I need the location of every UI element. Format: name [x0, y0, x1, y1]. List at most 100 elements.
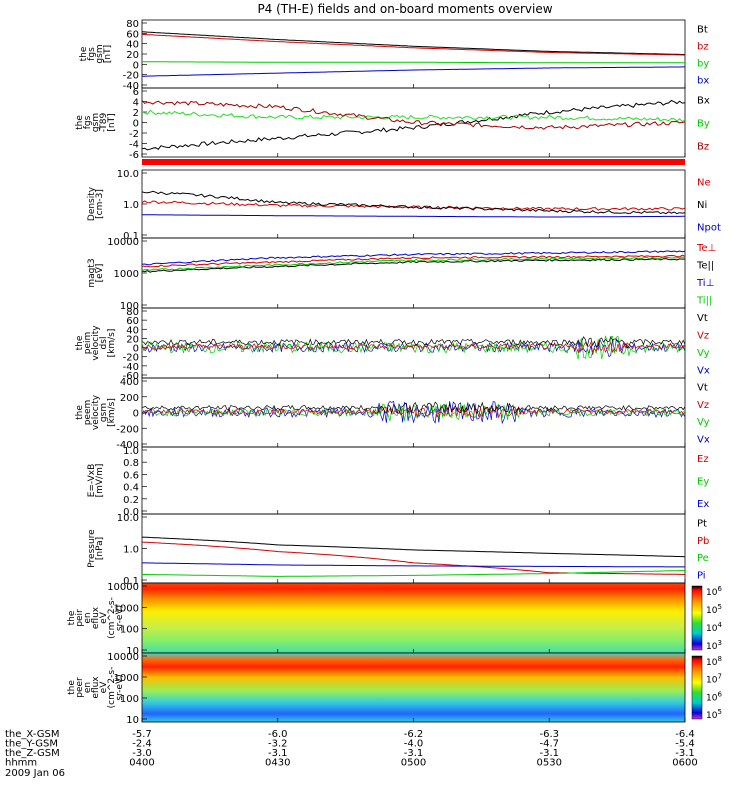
- ytick-label: 0.2: [123, 495, 139, 506]
- ytick-label: 0.0: [123, 507, 139, 518]
- velocity-black: [141, 401, 686, 415]
- ylabel-line: (cm^2-s-: [107, 597, 117, 639]
- ylabel-line: the: [67, 680, 77, 695]
- ylabel-line: fgs: [87, 47, 97, 61]
- ytick-label: 100: [120, 694, 139, 705]
- ylabel-line: gsm: [95, 44, 105, 63]
- footer-value: -3.0: [132, 748, 152, 759]
- ylabel-line: [eV]: [95, 264, 105, 283]
- footer-label: the_Y-GSM: [5, 739, 58, 750]
- panel-pressure: 10.0 1.0 0.1 Pressure[nPa] Pt Pb Pe Pi: [87, 513, 709, 587]
- series-Ti⊥: [141, 250, 686, 266]
- legend-Te||: Te||: [696, 260, 714, 271]
- ytick-label: 1.0: [123, 446, 139, 457]
- legend-Ti⊥: Ti⊥: [696, 278, 714, 289]
- legend-Vy: Vy: [697, 348, 710, 359]
- ylabel-line: sr-eV): [115, 674, 125, 700]
- ylabel-line: the: [67, 610, 77, 625]
- ylabel-line: fgs: [83, 115, 93, 129]
- ytick-label: 0.1: [123, 231, 139, 242]
- footer-value: 0530: [537, 758, 562, 769]
- ylabel-efield: E=-VxB[mV/m]: [87, 464, 105, 498]
- ytick-label: 4: [133, 98, 139, 109]
- ylabel-line: eflux: [91, 606, 101, 629]
- ylabel-line: sr-eV): [115, 605, 125, 631]
- ytick-label: 10000: [107, 582, 139, 593]
- separator-bar: [142, 159, 685, 165]
- ytick-label: -40: [123, 362, 139, 373]
- legend-Bt: Bt: [697, 25, 708, 36]
- ytick-label: -200: [116, 424, 139, 435]
- footer-label: the_X-GSM: [5, 729, 59, 740]
- ytick-label: 10.0: [117, 513, 139, 524]
- footer-label: hhmm: [5, 758, 37, 769]
- ylabel-line: gsm: [99, 403, 109, 422]
- velocity-red: [141, 405, 686, 419]
- ylabel-line: en: [83, 612, 93, 623]
- ytick-label: -400: [116, 440, 139, 451]
- colorbar-label: 103: [706, 639, 722, 652]
- series-Pt: [141, 536, 686, 558]
- series-bz: [141, 33, 685, 56]
- ytick-label: 40: [126, 40, 139, 51]
- velocity-blue: [141, 338, 686, 358]
- ytick-label: 100: [120, 301, 139, 312]
- spectrogram-peer: [142, 653, 685, 722]
- series-By: [141, 109, 686, 123]
- ytick-label: 20: [126, 50, 139, 61]
- velocity-red: [141, 341, 686, 354]
- legend-Ex: Ex: [697, 499, 709, 510]
- ytick-label: 400: [120, 377, 139, 388]
- colorbar-label: 106: [706, 585, 722, 598]
- series-by: [142, 61, 685, 64]
- panel-frame: [141, 169, 686, 239]
- legend-bx: bx: [697, 76, 709, 87]
- ytick-label: 80: [126, 19, 139, 30]
- velocity-blue: [141, 400, 686, 425]
- colorbar-label: 105: [706, 708, 722, 721]
- ytick-label: 10000: [107, 237, 139, 248]
- chart-title: P4 (TH-E) fields and on-board moments ov…: [257, 2, 552, 16]
- ylabel-line: gsm: [91, 113, 101, 132]
- footer-ephemeris: the_X-GSM -5.7 -6.0 -6.2 -6.3 -6.4 the_Y-GSM -2…: [5, 729, 698, 779]
- ytick-label: 1000: [114, 603, 139, 614]
- footer-label: the_Z-GSM: [5, 748, 60, 759]
- series-Pb: [141, 541, 686, 575]
- ytick-label: 200: [120, 393, 139, 404]
- series-Bz: [141, 100, 686, 130]
- legend-Pb: Pb: [697, 536, 709, 547]
- ytick-label: 0.8: [123, 458, 139, 469]
- ylabel-line: magt3: [87, 258, 97, 287]
- footer-value: 0600: [672, 758, 697, 769]
- ytick-label: -40: [123, 81, 139, 92]
- ytick-label: -6: [129, 150, 139, 161]
- footer-value: -6.2: [404, 729, 424, 740]
- ytick-label: 10000: [107, 652, 139, 663]
- ylabel-line: velocity: [91, 325, 101, 361]
- ylabel-line: [nT]: [107, 113, 117, 131]
- ytick-label: 40: [126, 325, 139, 336]
- ylabel-density: Density[cm-3]: [87, 186, 105, 221]
- colorbar-label: 105: [706, 603, 722, 616]
- ytick-label: -60: [123, 371, 139, 382]
- ytick-label: 1.0: [123, 200, 139, 211]
- ylabel-line: (cm^2-s-: [107, 667, 117, 709]
- ylabel-line: E=-VxB: [87, 464, 97, 498]
- series-Ne: [141, 200, 686, 211]
- footer-value: -6.0: [268, 729, 288, 740]
- footer-value: -5.7: [132, 729, 152, 740]
- legend-bz: bz: [697, 42, 709, 53]
- panel-frame: [141, 446, 686, 515]
- series-Ti||: [141, 256, 686, 271]
- legend-Vx: Vx: [697, 365, 710, 376]
- panels-group: 806040200-20-40thefgsgsm[nT]Btbzbybx6420…: [67, 19, 722, 726]
- footer-value: -4.7: [539, 739, 559, 750]
- legend-By: By: [697, 119, 710, 130]
- ytick-label: 100: [120, 625, 139, 636]
